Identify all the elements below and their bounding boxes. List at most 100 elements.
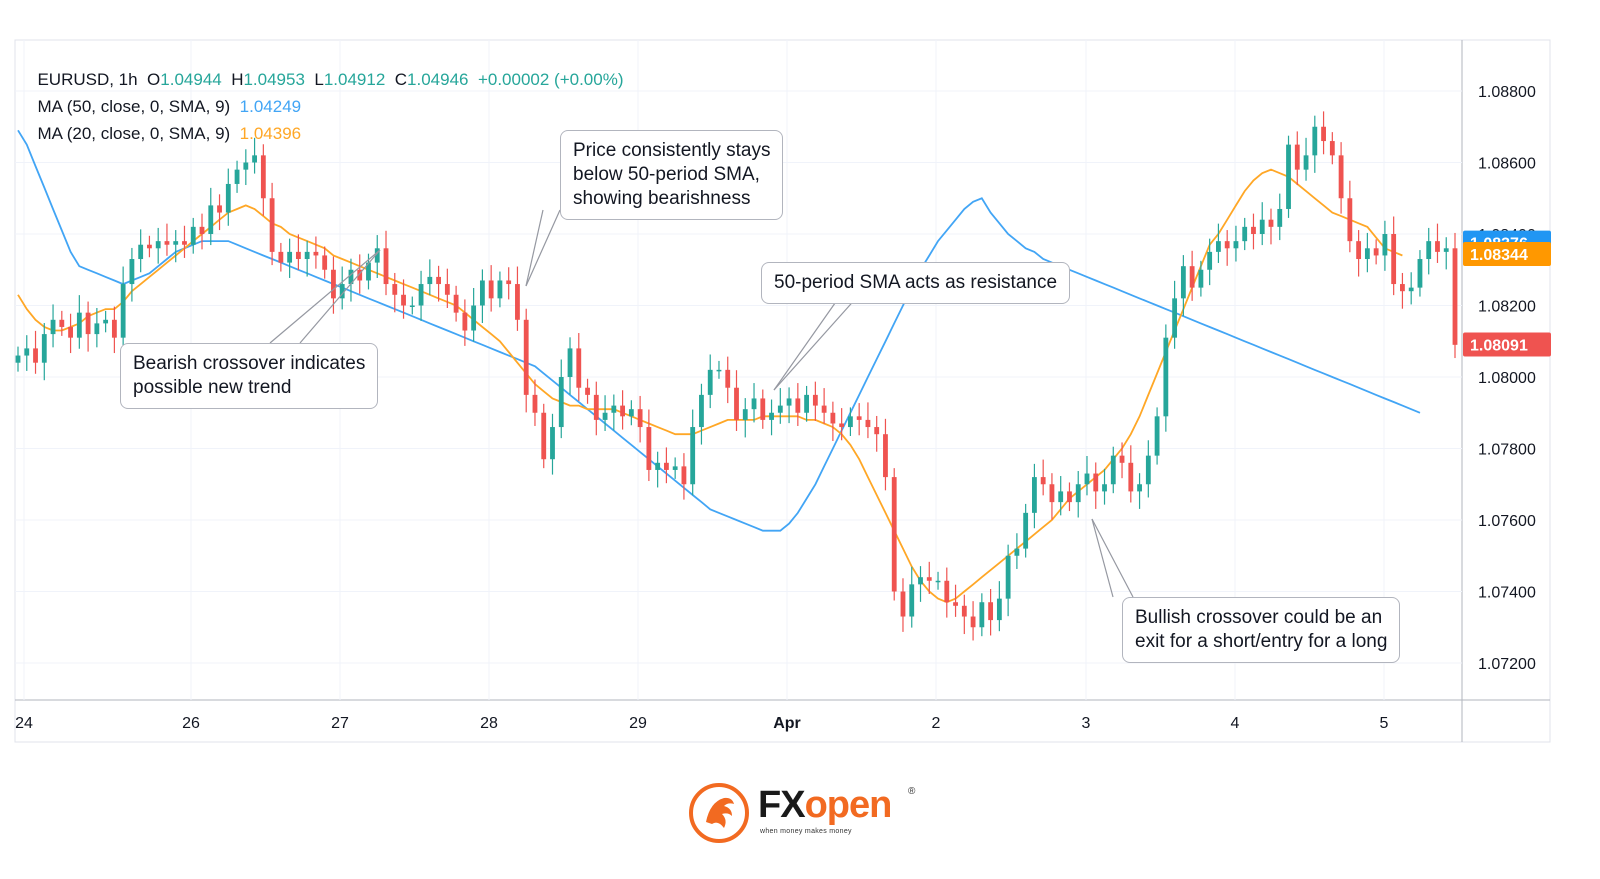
candle <box>1417 250 1423 297</box>
candle-body <box>760 398 766 420</box>
candle-body <box>1408 287 1414 292</box>
candle <box>830 401 836 441</box>
candle <box>1119 442 1125 479</box>
candle <box>50 304 56 348</box>
high-label: H <box>231 70 244 89</box>
candle <box>1382 220 1388 271</box>
candle-body <box>558 377 564 428</box>
close-value: 1.04946 <box>407 70 469 89</box>
candle-body <box>550 427 555 460</box>
candle <box>313 236 319 269</box>
price-label-text: 1.08344 <box>1470 247 1528 264</box>
candle-body <box>1207 251 1213 270</box>
candle <box>812 381 818 421</box>
candle <box>655 451 661 488</box>
candle <box>190 217 196 254</box>
annotation-pointer <box>773 295 859 391</box>
candle <box>900 578 906 632</box>
candle-body <box>1268 219 1274 227</box>
candle <box>85 301 91 352</box>
candle <box>260 144 266 216</box>
candle-body <box>138 244 144 260</box>
candle-body <box>1005 555 1011 599</box>
price-label: 1.08344 <box>1463 242 1551 267</box>
candle <box>935 571 941 590</box>
x-tick-label: 4 <box>1231 715 1240 732</box>
candle-body <box>891 477 897 592</box>
candle-body <box>655 462 661 470</box>
candle <box>909 566 915 628</box>
candle-body <box>173 241 179 245</box>
candle-body <box>59 319 65 327</box>
candle <box>523 308 529 413</box>
candle <box>515 266 520 331</box>
candle-body <box>1338 155 1344 199</box>
candle <box>707 354 713 409</box>
candle-body <box>1084 473 1090 485</box>
candle-body <box>593 394 599 420</box>
candle <box>269 182 275 266</box>
candle-body <box>33 348 38 363</box>
candle-body <box>769 412 774 420</box>
candle <box>996 581 1002 632</box>
candle-body <box>628 409 634 417</box>
candle <box>1032 463 1037 529</box>
candle-body <box>1137 484 1142 492</box>
ma20-value: 1.04396 <box>239 124 302 143</box>
candle-body <box>103 319 109 324</box>
ma50-series <box>17 129 1421 532</box>
candle-body <box>637 409 643 428</box>
y-tick-label: 1.07200 <box>1478 656 1536 673</box>
candle <box>742 398 748 438</box>
candle <box>672 457 678 479</box>
candle <box>339 266 345 310</box>
candle-body <box>1303 155 1309 170</box>
candle-body <box>331 269 336 299</box>
candle-body <box>734 387 739 420</box>
candle <box>821 388 827 424</box>
candle <box>1049 473 1055 520</box>
candle <box>1268 208 1274 245</box>
candle-body <box>812 394 818 406</box>
candle-body <box>85 312 91 335</box>
x-tick-label: 3 <box>1082 715 1091 732</box>
candle <box>1364 232 1370 273</box>
candle <box>15 346 21 372</box>
ohlc-legend: EURUSD, 1h O1.04944 H1.04953 L1.04912 C1… <box>28 50 623 90</box>
candle <box>777 388 783 424</box>
price-label-text: 1.08091 <box>1470 337 1528 354</box>
candle <box>1224 230 1230 266</box>
candle <box>1075 471 1081 518</box>
candle <box>970 601 976 641</box>
ma20-series <box>17 168 1403 604</box>
candle-body <box>672 466 678 470</box>
candle <box>620 390 626 430</box>
candle-body <box>1373 248 1379 256</box>
candle-body <box>479 280 485 306</box>
candle <box>94 308 100 348</box>
y-tick-label: 1.08200 <box>1478 299 1536 316</box>
candle <box>348 258 354 302</box>
candle-body <box>725 369 731 388</box>
y-tick-label: 1.08000 <box>1478 370 1536 387</box>
low-value: 1.04912 <box>323 70 386 89</box>
candle <box>1102 468 1107 505</box>
candle-body <box>436 276 441 285</box>
candle <box>462 299 468 346</box>
candle-body <box>348 269 354 285</box>
candle-body <box>1391 234 1397 285</box>
open-label: O <box>147 70 161 89</box>
candle <box>1128 445 1134 503</box>
candle <box>865 402 871 439</box>
candle-body <box>883 434 888 478</box>
candle-body <box>1102 484 1107 492</box>
candle <box>1067 482 1072 512</box>
candle-body <box>409 305 415 307</box>
candle-body <box>988 602 994 621</box>
candle <box>1347 180 1353 253</box>
candle <box>681 453 687 500</box>
candle <box>883 418 888 491</box>
candle-body <box>751 398 757 410</box>
candle <box>103 310 109 333</box>
